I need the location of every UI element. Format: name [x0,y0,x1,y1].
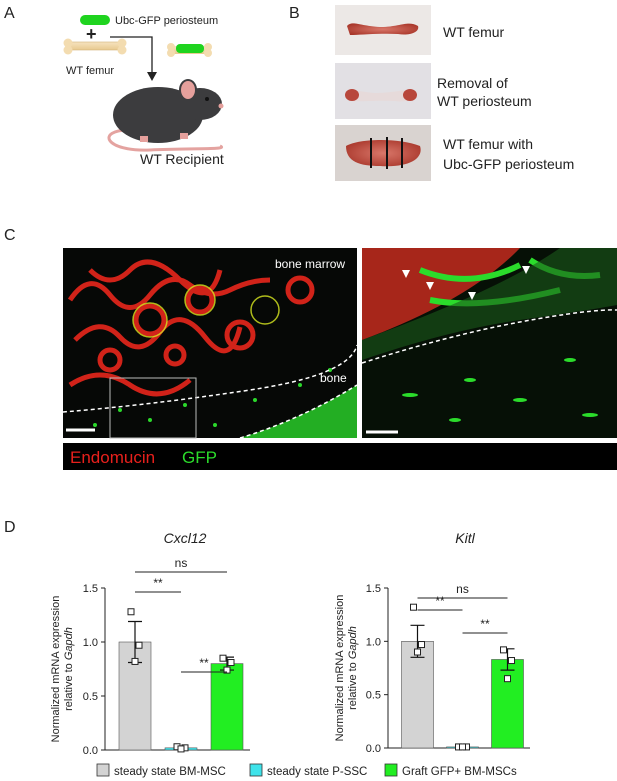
y-tick-label: 1.5 [366,583,381,595]
y-tick-label: 0.5 [366,690,381,702]
y-tick-label: 0.0 [83,745,98,757]
y-axis-label: Normalized mRNA expressionrelative to Ga… [50,596,75,743]
stain-label: Endomucin [70,448,155,467]
significance-label: ** [435,594,445,608]
legend-label: steady state P-SSC [267,766,367,778]
y-tick-label: 0.5 [83,691,98,703]
data-point [504,675,511,683]
data-point [177,745,185,753]
y-axis-label: Normalized mRNA expressionrelative to Ga… [334,595,359,742]
legend-label: steady state BM-MSC [114,766,226,778]
micrograph [361,248,617,438]
bar [491,659,524,749]
data-point [127,608,135,616]
data-point [508,657,515,665]
data-point [500,646,507,654]
caption: Removal of [437,75,508,91]
y-tick-label: 1.0 [83,637,98,649]
data-point [414,648,421,656]
y-axis-label-line: Normalized mRNA expression [50,596,62,743]
caption: WT femur [443,24,505,40]
photo [335,125,431,181]
legend-swatch [384,763,398,777]
data-point [459,743,466,751]
legend-swatch [96,763,110,777]
panel-label: A [4,5,15,22]
micrograph [62,248,358,439]
panel-label: C [4,227,16,244]
y-tick-label: 0.0 [366,743,381,755]
legend-label: Graft GFP+ BM-MSCs [402,766,517,778]
label: Ubc-GFP periosteum [115,15,218,27]
legend-swatch [249,763,263,777]
data-point [418,641,425,649]
stain-label: GFP [182,448,217,467]
label: bone marrow [275,257,345,271]
significance-label: ns [175,556,188,570]
data-point [131,657,139,665]
data-point [223,666,231,674]
caption: Ubc-GFP periosteum [443,156,574,172]
y-axis-label-line: relative to [347,659,359,710]
label: WT Recipient [140,151,224,167]
bar [210,663,244,751]
y-axis-label-italic: Gapdh [63,627,75,660]
periosteum-icon [80,15,110,25]
significance-label: ** [153,576,163,590]
stain-legend-bar [63,443,617,470]
arrowhead [147,72,157,81]
caption: WT periosteum [437,93,532,109]
y-axis-label-italic: Gapdh [347,626,359,659]
chart-title: Kitl [455,530,475,546]
significance-label: ** [480,617,490,631]
y-tick-label: 1.5 [83,583,98,595]
label: bone [320,371,347,385]
significance-label: ** [199,656,209,670]
plus: + [86,24,97,44]
bone-icon [63,38,127,55]
photo [335,63,431,119]
bone-graft-icon [167,43,212,57]
caption: WT femur with [443,136,533,152]
photo [335,5,431,55]
panel-label: B [289,5,300,22]
chart-title: Cxcl12 [164,530,207,546]
panel-label: D [4,519,16,536]
mouse-illustration [107,79,224,152]
y-axis-label-line: relative to [63,660,75,711]
data-point [410,603,417,611]
arrow [110,36,153,74]
y-axis-label-line: Normalized mRNA expression [334,595,346,742]
label: WT femur [66,65,114,77]
y-tick-label: 1.0 [366,636,381,648]
significance-label: ns [456,582,469,596]
data-point [227,659,235,667]
data-point [135,641,143,649]
data-point [219,654,227,662]
